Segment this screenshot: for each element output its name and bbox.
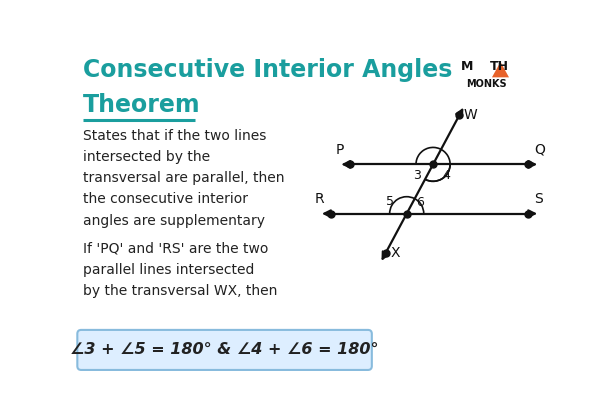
Text: States that if the two lines
intersected by the
transversal are parallel, then
t: States that if the two lines intersected…	[83, 129, 284, 228]
Text: 4: 4	[442, 169, 450, 181]
FancyBboxPatch shape	[77, 330, 372, 370]
Text: W: W	[464, 108, 478, 122]
Text: 6: 6	[416, 197, 424, 209]
Text: ∠3 + ∠5 = 180° & ∠4 + ∠6 = 180°: ∠3 + ∠5 = 180° & ∠4 + ∠6 = 180°	[70, 342, 379, 357]
Text: MONKS: MONKS	[466, 79, 507, 89]
Text: R: R	[315, 192, 325, 206]
Text: X: X	[390, 246, 400, 260]
Text: If 'PQ' and 'RS' are the two
parallel lines intersected
by the transversal WX, t: If 'PQ' and 'RS' are the two parallel li…	[83, 241, 277, 298]
Text: Consecutive Interior Angles: Consecutive Interior Angles	[83, 58, 452, 82]
Text: Theorem: Theorem	[83, 93, 200, 117]
Text: M: M	[461, 60, 473, 73]
Polygon shape	[492, 62, 509, 77]
Text: Q: Q	[535, 143, 545, 157]
Text: 5: 5	[386, 195, 394, 208]
Text: 3: 3	[413, 169, 421, 182]
Text: TH: TH	[490, 60, 509, 73]
Text: S: S	[535, 192, 544, 206]
Text: P: P	[335, 143, 344, 157]
